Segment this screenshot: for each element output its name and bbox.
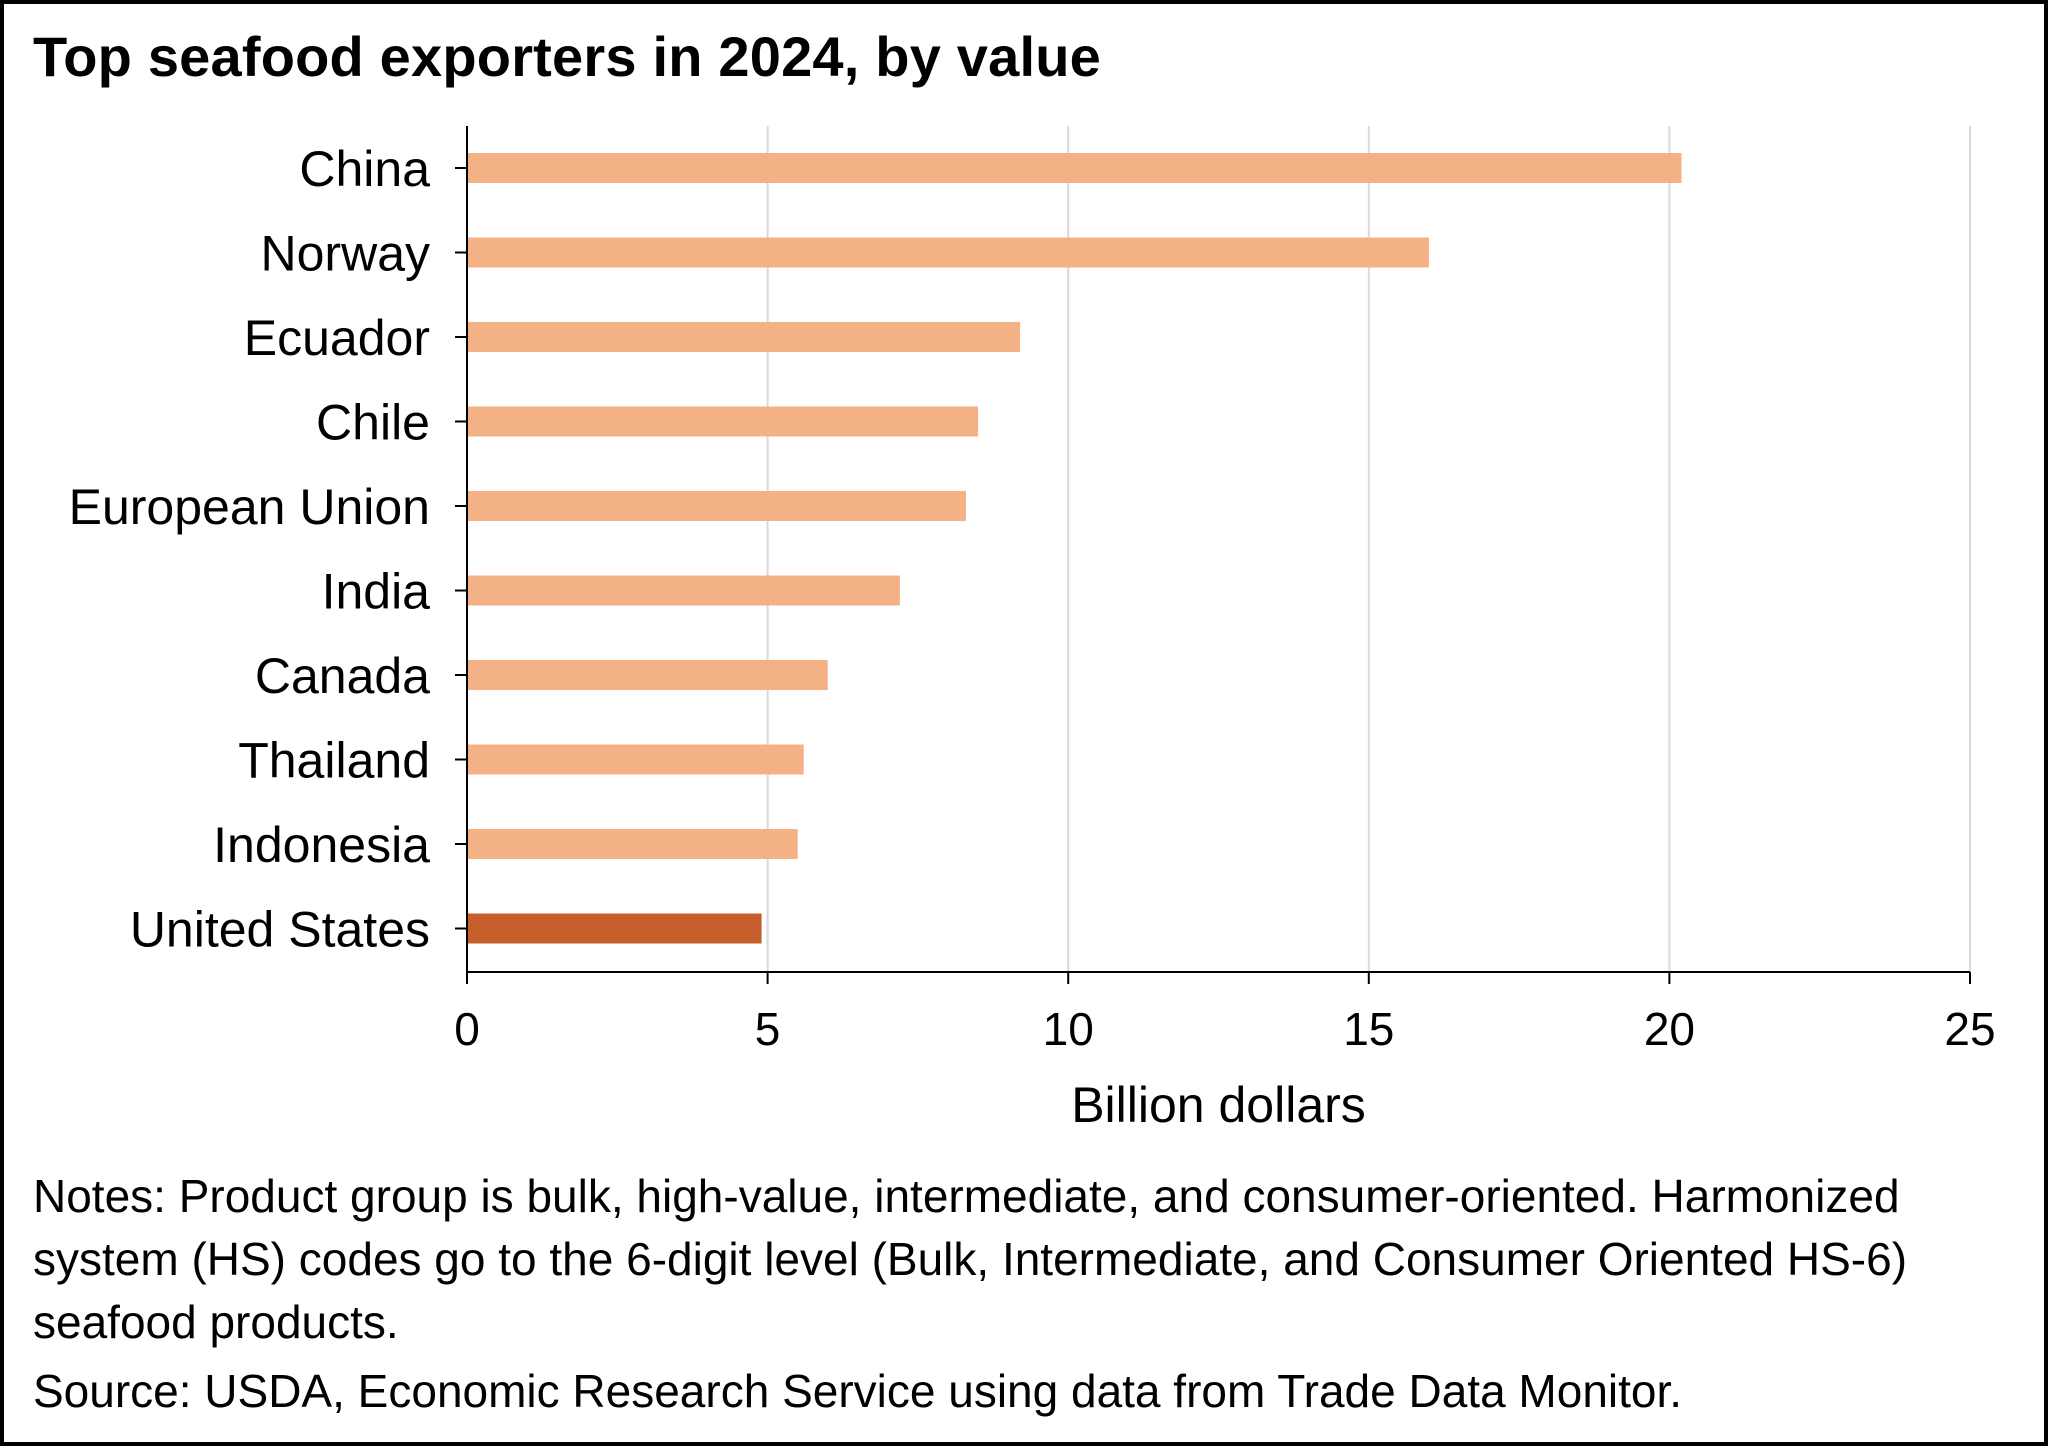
x-axis-title: Billion dollars: [1071, 1077, 1366, 1133]
category-label-indonesia: Indonesia: [213, 817, 430, 873]
bar-ecuador: [467, 322, 1021, 352]
bar-european-union: [467, 491, 966, 521]
chart-notes: Notes: Product group is bulk, high-value…: [33, 1170, 1908, 1348]
bar-chile: [467, 406, 979, 437]
x-tick-label-10: 10: [1043, 1003, 1094, 1055]
chart-source: Source: USDA, Economic Research Service …: [33, 1365, 1683, 1417]
category-label-thailand: Thailand: [238, 733, 430, 789]
bar-china: [467, 153, 1682, 183]
axes: [455, 126, 1971, 984]
category-label-chile: Chile: [316, 395, 430, 451]
category-label-united-states: United States: [130, 902, 430, 958]
category-label-norway: Norway: [261, 226, 430, 282]
bar-indonesia: [467, 829, 798, 859]
chart-title: Top seafood exporters in 2024, by value: [33, 25, 1101, 88]
bar-canada: [467, 660, 828, 690]
x-tick-label-15: 15: [1343, 1003, 1394, 1055]
x-tick-label-5: 5: [755, 1003, 781, 1055]
bar-india: [467, 575, 900, 606]
bar-united-states: [467, 913, 762, 944]
x-tick-label-20: 20: [1644, 1003, 1695, 1055]
x-tick-label-25: 25: [1944, 1003, 1995, 1055]
x-tick-label-0: 0: [454, 1003, 480, 1055]
category-label-ecuador: Ecuador: [244, 310, 430, 366]
bar-norway: [467, 237, 1429, 268]
labels: 0 5 10 15 20 25 China Norway Ecuador Chile Europea…: [69, 141, 1996, 1055]
bar-chart: 0 5 10 15 20 25 China Norway Ecuador Chile Europea…: [69, 126, 1996, 1133]
category-label-india: India: [322, 564, 431, 620]
category-label-china: China: [299, 141, 430, 197]
bar-thailand: [467, 744, 804, 775]
category-label-canada: Canada: [255, 648, 430, 704]
category-label-european-union: European Union: [69, 479, 430, 535]
bars: [467, 153, 1682, 944]
